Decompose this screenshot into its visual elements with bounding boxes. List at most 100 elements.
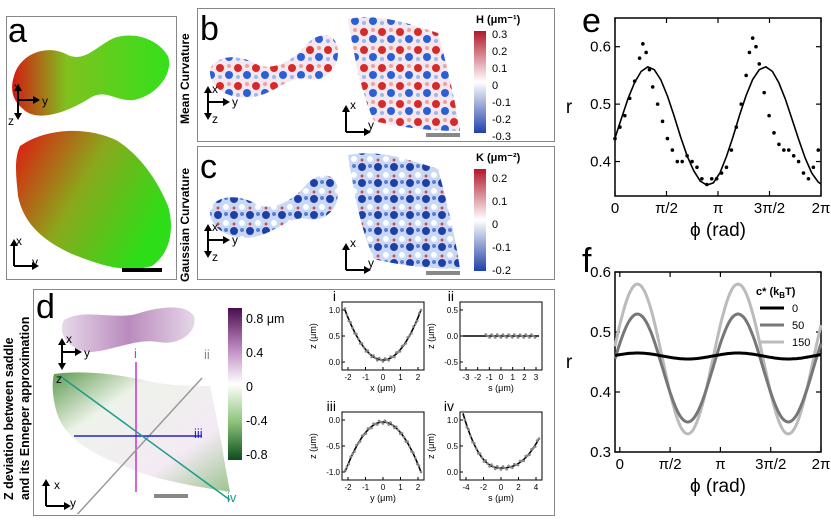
tick-label: 0.8 μm xyxy=(246,312,285,326)
data-point xyxy=(641,42,645,46)
data-point xyxy=(473,442,476,445)
gaussian-curvature-side-map xyxy=(209,175,338,238)
y-axis-label: r xyxy=(566,97,573,118)
y-tick-label: 0.6 xyxy=(590,264,611,281)
x-tick-label: -2 xyxy=(344,373,352,382)
legend-title-sub: B xyxy=(779,291,786,301)
x-tick-label: 1 xyxy=(398,373,403,382)
data-point xyxy=(494,336,497,339)
series-line-fit xyxy=(614,65,822,186)
data-point xyxy=(516,336,520,339)
cell-top-view xyxy=(16,130,171,269)
axis-x-label: x xyxy=(16,234,22,248)
data-point xyxy=(358,440,362,443)
data-point xyxy=(484,333,488,336)
panel-b-frame xyxy=(197,8,555,142)
y-tick-label: 0.0 xyxy=(447,468,459,477)
cell-side-view xyxy=(12,35,170,116)
tick-label: 0.3 xyxy=(492,29,508,41)
x-axis-label: ϕ (rad) xyxy=(690,220,746,241)
data-point xyxy=(757,62,762,66)
data-point xyxy=(417,312,421,315)
data-point xyxy=(486,462,489,465)
data-point xyxy=(729,148,734,152)
data-point xyxy=(505,467,508,471)
axis-z-label: z xyxy=(56,372,62,386)
y-tick-label: 0.3 xyxy=(590,444,611,461)
data-point xyxy=(465,425,469,429)
x-tick-label: -4 xyxy=(462,483,470,492)
y-axis-label: z (μm) xyxy=(426,433,436,459)
data-point xyxy=(503,334,507,338)
panel-label: d xyxy=(36,288,55,326)
axis-x-label: x xyxy=(212,82,218,96)
x-tick-label: 0 xyxy=(499,373,504,382)
tick-label: 0.1 xyxy=(492,63,508,75)
data-point xyxy=(475,447,478,450)
axis-y-label: y xyxy=(232,233,238,247)
tick-label: -0.2 xyxy=(492,114,511,126)
panel-c-maps xyxy=(209,153,486,275)
data-point xyxy=(777,142,781,147)
axis-x-label: x xyxy=(54,478,60,492)
data-point xyxy=(739,102,744,106)
subplot-i: i -2 -1 0 1 2 1.0 0.5 0.0 x (μm) z (μm) xyxy=(308,290,425,393)
data-point xyxy=(533,336,537,339)
data-point xyxy=(415,319,419,323)
y-tick-label: -1.0 xyxy=(326,468,340,477)
data-point xyxy=(501,333,505,336)
x-axis-label: s (μm) xyxy=(488,493,514,503)
data-point xyxy=(358,342,362,345)
data-point xyxy=(497,334,501,338)
data-point xyxy=(408,445,411,448)
colorbar-ticks: 0.2 0.1 0 -0.1 -0.2 xyxy=(492,168,511,283)
mean-curvature-top-map xyxy=(348,17,460,131)
axis-x-label: x xyxy=(212,220,218,234)
data-point xyxy=(505,336,508,339)
side-title-line-2: and its Enneper approximation xyxy=(18,316,32,500)
data-point xyxy=(507,333,510,336)
data-point xyxy=(637,56,642,60)
x-tick-label: 2 xyxy=(416,373,421,382)
data-point xyxy=(786,148,791,152)
data-point xyxy=(355,332,358,336)
axes-triad-top xyxy=(14,84,40,120)
axes-triad-bottom xyxy=(42,479,71,510)
x-tick-label: -1 xyxy=(486,373,494,382)
data-point xyxy=(511,336,514,339)
subplot-label: ii xyxy=(448,290,454,304)
subplot-label: iii xyxy=(327,398,336,414)
data-point xyxy=(516,463,520,467)
axes-triad-bottom xyxy=(10,239,39,270)
subplot-iv: iv -4 -2 0 2 4 1.0 0.5 0.0 s (μm) z (μm) xyxy=(426,398,543,503)
data-point xyxy=(360,434,364,437)
x-tick-label: 4 xyxy=(534,483,539,492)
data-point xyxy=(377,419,381,423)
data-point xyxy=(377,356,381,360)
tick-label: -0.1 xyxy=(492,242,511,254)
data-point xyxy=(395,425,398,428)
axis-y-label: y xyxy=(70,496,76,510)
axes-triad-right xyxy=(342,243,371,274)
axis-y-label: y xyxy=(32,255,38,269)
series-line-150 xyxy=(613,282,823,436)
data-point xyxy=(396,428,400,432)
y-tick-label: 0.5 xyxy=(447,306,459,315)
data-point xyxy=(724,165,729,170)
data-point xyxy=(644,50,648,55)
axis-y-label: y xyxy=(232,95,238,109)
series-line-50 xyxy=(613,312,823,424)
data-point xyxy=(801,171,806,175)
chart-f: 0 π/2 π 3π/2 2π 0.3 0.4 0.5 0.6 ϕ (rad) r 0 50 150 xyxy=(566,264,831,497)
data-point xyxy=(408,334,411,337)
data-point xyxy=(374,356,377,360)
data-point xyxy=(655,102,660,106)
y-tick-label: 0.0 xyxy=(329,416,341,425)
data-point xyxy=(400,344,404,348)
data-point xyxy=(520,459,524,463)
data-point xyxy=(379,420,383,424)
data-point xyxy=(398,350,402,353)
data-point xyxy=(349,455,352,458)
tick-label: 0 xyxy=(492,80,499,92)
data-point xyxy=(530,333,533,336)
